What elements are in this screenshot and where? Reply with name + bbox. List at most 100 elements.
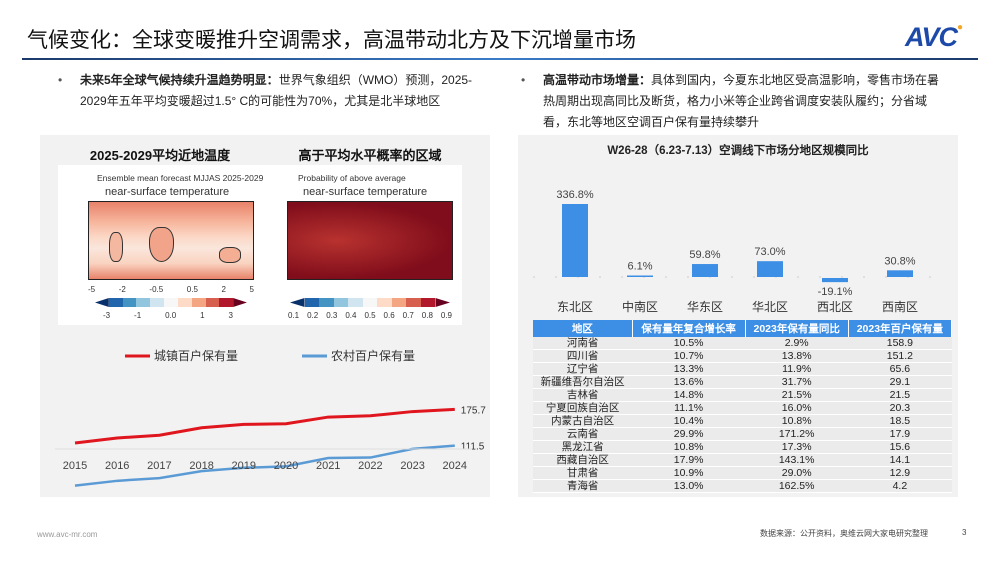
colorbar-segment bbox=[319, 298, 334, 307]
colorbar-tick: -2 bbox=[118, 285, 126, 294]
colorbar-tick: 0.9 bbox=[440, 311, 452, 320]
x-tick-label: 2022 bbox=[358, 460, 382, 472]
table-cell: 151.2 bbox=[848, 349, 952, 363]
temperature-map bbox=[88, 201, 254, 280]
colorbar-segment bbox=[108, 298, 123, 307]
table-cell: 20.3 bbox=[848, 401, 952, 415]
x-tick-label: 2015 bbox=[63, 460, 87, 472]
colorbar-tick: 0.7 bbox=[402, 311, 414, 320]
table-cell: 宁夏回族自治区 bbox=[533, 401, 633, 415]
colorbar-segment bbox=[377, 298, 392, 307]
category-label: 华东区 bbox=[687, 300, 723, 314]
series-line bbox=[74, 444, 455, 487]
colorbar-tick: 0.3 bbox=[326, 311, 338, 320]
colorbar-tick: 3 bbox=[228, 311, 233, 320]
table-cell: 31.7% bbox=[745, 375, 849, 389]
table-cell: 10.4% bbox=[632, 414, 746, 428]
map1-ticks-bottom: -3 -1 0.0 1 3 bbox=[103, 311, 233, 320]
page-title: 气候变化：全球变暖推升空调需求，高温带动北方及下沉增量市场 bbox=[27, 29, 636, 52]
colorbar-segment bbox=[406, 298, 421, 307]
right-bullet-heading: 高温带动市场增量： bbox=[543, 73, 652, 87]
line-chart: 城镇百户保有量 175.7 农村百户保有量 111.5 2015 2016 2017 2018… bbox=[55, 348, 486, 487]
table-cell: 29.0% bbox=[745, 466, 849, 480]
colorbar-tick: 0.8 bbox=[421, 311, 433, 320]
table-cell: 吉林省 bbox=[533, 388, 633, 402]
colorbar-tick: 0.5 bbox=[364, 311, 376, 320]
legend-label: 城镇百户保有量 bbox=[154, 348, 238, 363]
colorbar-segment bbox=[362, 298, 378, 307]
x-tick-label: 2021 bbox=[316, 460, 340, 472]
table-cell: 162.5% bbox=[745, 479, 849, 493]
bar-value-label: -19.1% bbox=[818, 286, 853, 298]
table-cell: 29.1 bbox=[848, 375, 952, 389]
table-row: 甘肃省 10.9% 29.0% 12.9 bbox=[533, 466, 952, 480]
colorbar-tick: 0.4 bbox=[345, 311, 357, 320]
table-cell: 11.9% bbox=[745, 362, 849, 376]
table-cell: 河南省 bbox=[533, 337, 633, 350]
footer-website[interactable]: www.avc-mr.com bbox=[37, 530, 98, 539]
table-cell: 14.8% bbox=[632, 388, 746, 402]
legend-label: 农村百户保有量 bbox=[331, 348, 415, 363]
colorbar-tick: 0.1 bbox=[288, 311, 300, 320]
colorbar-segment bbox=[391, 298, 407, 307]
colorbar-tick: -5 bbox=[88, 285, 96, 294]
colorbar-segment bbox=[233, 298, 247, 307]
colorbar-segment bbox=[348, 298, 363, 307]
colorbar-tick: 0.6 bbox=[383, 311, 395, 320]
table-row: 黑龙江省 10.8% 17.3% 15.6 bbox=[533, 440, 952, 454]
colorbar-segment bbox=[435, 298, 451, 307]
table-cell: 13.8% bbox=[745, 349, 849, 363]
left-bullet-text: 世界气象组织（WMO）预测，2025-2029年五年平均变暖超过1.5° C的可… bbox=[80, 73, 473, 108]
colorbar-tick: 0.0 bbox=[165, 311, 177, 320]
x-tick-label: 2016 bbox=[105, 460, 129, 472]
table-cell: 21.5 bbox=[848, 388, 952, 402]
map1-colorbar bbox=[95, 298, 247, 307]
bar bbox=[887, 270, 913, 277]
colorbar-segment bbox=[219, 298, 234, 307]
left-bullet-heading: 未来5年全球气候持续升温趋势明显： bbox=[80, 73, 279, 87]
bar bbox=[757, 261, 783, 277]
end-label: 111.5 bbox=[461, 442, 485, 453]
bullet-dot: • bbox=[58, 73, 63, 87]
table-cell: 17.9% bbox=[632, 453, 746, 467]
table-row: 西藏自治区 17.9% 143.1% 14.1 bbox=[533, 453, 952, 467]
category-label: 西北区 bbox=[817, 300, 853, 314]
colorbar-tick: 1 bbox=[200, 311, 205, 320]
bar-chart-title: W26-28（6.23-7.13）空调线下市场分地区规模同比 bbox=[607, 145, 869, 157]
bar-value-label: 336.8% bbox=[556, 189, 594, 201]
colorbar-segment bbox=[333, 298, 349, 307]
colorbar-segment bbox=[164, 298, 178, 307]
category-label: 中南区 bbox=[622, 299, 658, 314]
colorbar-segment bbox=[420, 298, 436, 307]
table-row: 辽宁省 13.3% 11.9% 65.6 bbox=[533, 362, 952, 376]
table-cell: 甘肃省 bbox=[533, 466, 633, 480]
table-cell: 143.1% bbox=[745, 453, 849, 467]
table-row: 内蒙古自治区 10.4% 10.8% 18.5 bbox=[533, 414, 952, 428]
table-cell: 黑龙江省 bbox=[533, 440, 633, 454]
bar-value-label: 59.8% bbox=[689, 249, 720, 261]
map2-title: 高于平均水平概率的区域 bbox=[298, 148, 442, 163]
table-row: 青海省 13.0% 162.5% 4.2 bbox=[533, 479, 952, 493]
left-bullet: • 未来5年全球气候持续升温趋势明显：世界气象组织（WMO）预测，2025-20… bbox=[58, 70, 480, 112]
province-table: 地区 保有量年复合增长率 2023年保有量同比 2023年百户保有量 河南省 10.5%… bbox=[533, 320, 953, 493]
bar-value-label: 30.8% bbox=[884, 255, 915, 267]
table-cell: 辽宁省 bbox=[533, 362, 633, 376]
table-cell: 171.2% bbox=[745, 427, 849, 441]
map2-colorbar bbox=[290, 298, 451, 307]
colorbar-segment bbox=[191, 298, 206, 307]
table-cell: 西藏自治区 bbox=[533, 453, 633, 467]
colorbar-tick: 0.5 bbox=[186, 285, 198, 294]
table-cell: 14.1 bbox=[848, 453, 952, 467]
category-label: 华北区 bbox=[752, 300, 788, 314]
map2-subcaption: near-surface temperature bbox=[303, 186, 428, 198]
bar-chart: 336.8% 东北区 6.1% 中南区 59.8% 华东区 73.0% 华北区 -19.1% 西北… bbox=[533, 189, 948, 314]
table-row: 宁夏回族自治区 11.1% 16.0% 20.3 bbox=[533, 401, 952, 415]
table-cell: 29.9% bbox=[632, 427, 746, 441]
colorbar-tick: 5 bbox=[249, 285, 254, 294]
table-row: 云南省 29.9% 171.2% 17.9 bbox=[533, 427, 952, 441]
table-cell: 10.9% bbox=[632, 466, 746, 480]
table-row: 吉林省 14.8% 21.5% 21.5 bbox=[533, 388, 952, 402]
x-tick-label: 2024 bbox=[443, 460, 467, 472]
table-cell: 17.3% bbox=[745, 440, 849, 454]
table-cell: 158.9 bbox=[848, 337, 952, 350]
